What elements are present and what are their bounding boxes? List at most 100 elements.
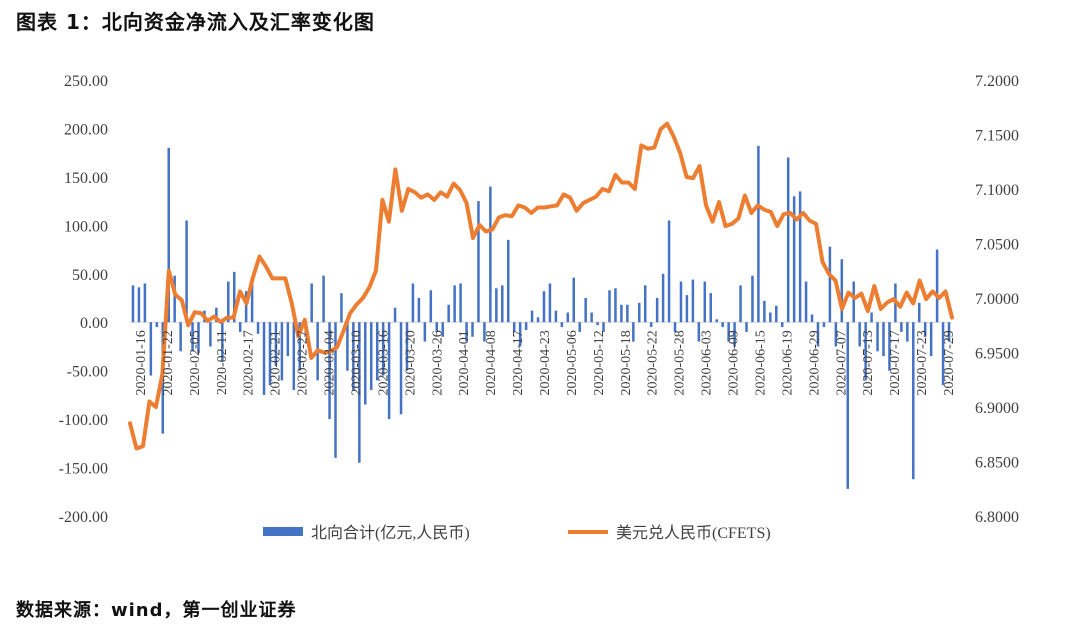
left-axis-tick-label: -200.00 <box>59 509 108 526</box>
bar <box>542 291 546 323</box>
x-axis-labels: 2020-01-16 2020-01-22 2020-02-05 2020-02-11… <box>134 330 957 395</box>
left-axis-tick-label: 50.00 <box>72 267 108 284</box>
bar <box>620 304 623 323</box>
x-axis-tick-label: 2020-06-09 <box>727 330 742 395</box>
right-axis-tick-label: 6.9500 <box>975 346 1019 363</box>
bar <box>900 322 903 332</box>
bar <box>244 291 248 323</box>
bar <box>810 314 814 323</box>
bar <box>155 322 159 328</box>
left-axis-tick-label: 150.00 <box>64 170 108 187</box>
right-axis-labels: 7.2000 7.1500 7.1000 7.0500 7.0000 6.9500 6.90… <box>975 73 1019 526</box>
chart: 250.00 200.00 150.00 100.00 50.00 0.00 -50.00 -… <box>59 73 1019 542</box>
bar <box>792 196 796 323</box>
x-axis-tick-label: 2020-01-16 <box>134 330 149 395</box>
bar <box>441 322 444 337</box>
x-axis-tick-label: 2020-02-11 <box>215 330 230 395</box>
bar <box>709 293 713 323</box>
left-axis-tick-label: 100.00 <box>64 218 108 235</box>
bar <box>769 312 772 323</box>
bar <box>518 322 522 347</box>
left-axis-tick-label: -100.00 <box>59 412 108 429</box>
bar <box>560 322 564 328</box>
bar <box>191 322 194 352</box>
bar <box>167 147 170 323</box>
legend: 北向合计(亿元,人民币) 美元兑人民币(CFETS) <box>263 524 771 542</box>
bar <box>227 281 230 323</box>
bar <box>375 322 379 381</box>
bar <box>661 273 665 323</box>
bar <box>923 322 927 337</box>
bar <box>775 305 778 323</box>
x-axis-tick-label: 2020-02-27 <box>296 330 311 395</box>
bar <box>399 322 403 415</box>
bar <box>876 322 879 352</box>
bar <box>131 285 135 323</box>
x-axis-tick-label: 2020-01-22 <box>161 330 176 395</box>
bar <box>429 290 433 323</box>
bar <box>780 322 784 328</box>
bar <box>256 322 260 334</box>
line-series <box>128 121 954 451</box>
legend-bar-label: 北向合计(亿元,人民币) <box>311 524 470 542</box>
bar <box>340 293 343 323</box>
bar <box>608 290 611 323</box>
bar <box>334 322 337 458</box>
bar <box>292 322 296 391</box>
bar <box>786 157 790 323</box>
x-axis-tick-label: 2020-07-23 <box>915 330 930 395</box>
bar <box>703 281 707 323</box>
bar <box>882 322 885 357</box>
x-axis-tick-label: 2020-02-05 <box>188 330 203 395</box>
bar <box>417 298 421 323</box>
bar <box>822 322 826 328</box>
exchange-rate-line <box>128 121 954 451</box>
bar <box>221 322 224 361</box>
x-axis-tick-label: 2020-03-20 <box>403 330 418 395</box>
bar <box>727 322 730 342</box>
bar <box>387 322 391 420</box>
left-axis-tick-label: -50.00 <box>67 364 108 381</box>
bar <box>232 271 236 323</box>
bar <box>566 312 570 323</box>
bar <box>506 239 510 323</box>
left-axis-tick-label: 250.00 <box>64 73 108 90</box>
bar <box>411 283 415 323</box>
right-axis-tick-label: 6.8000 <box>975 509 1019 526</box>
bar <box>578 322 581 332</box>
bar <box>649 322 653 328</box>
bar <box>328 322 331 420</box>
bar <box>352 322 355 391</box>
x-axis-tick-label: 2020-05-18 <box>619 330 634 395</box>
bar <box>828 246 832 323</box>
bar <box>197 322 200 354</box>
bar <box>655 298 659 323</box>
bar <box>364 322 367 405</box>
bar <box>858 322 861 347</box>
bar <box>173 275 176 323</box>
bar <box>298 322 302 371</box>
x-axis-tick-label: 2020-05-12 <box>592 330 607 395</box>
x-axis-tick-label: 2020-07-07 <box>834 330 849 395</box>
bar <box>536 317 540 323</box>
left-axis-tick-label: 0.00 <box>80 315 108 332</box>
right-axis-tick-label: 7.1000 <box>975 182 1019 199</box>
bar <box>149 322 153 376</box>
bar <box>733 322 736 347</box>
bar <box>185 220 188 323</box>
bar <box>405 322 409 371</box>
bar <box>632 322 635 342</box>
bar <box>501 285 504 323</box>
bar <box>745 322 748 332</box>
bar <box>912 322 915 480</box>
bar <box>846 322 850 489</box>
bar <box>381 322 385 376</box>
x-axis-tick-label: 2020-05-06 <box>565 330 580 395</box>
bar <box>596 322 599 326</box>
bar <box>840 259 844 323</box>
bar <box>215 307 218 323</box>
bar <box>590 312 593 323</box>
bar <box>691 279 695 323</box>
bar <box>685 295 689 323</box>
bar <box>739 285 742 323</box>
